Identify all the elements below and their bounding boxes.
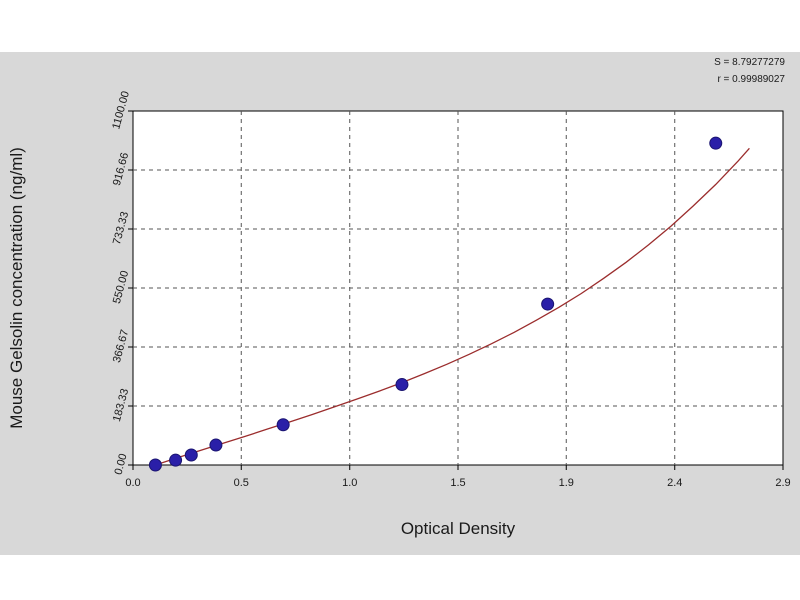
y-axis-title: Mouse Gelsolin concentration (ng/ml) (7, 147, 26, 429)
data-point (276, 418, 290, 432)
x-tick-label: 0.5 (234, 477, 249, 489)
y-tick-label: 1100.00 (110, 90, 132, 131)
y-tick-label: 183.33 (111, 387, 131, 423)
x-tick-label: 1.0 (342, 477, 357, 489)
y-tick-label: 916.66 (111, 151, 131, 187)
fitted-curve (153, 147, 750, 465)
data-point (209, 438, 223, 452)
grid-layer (133, 111, 783, 465)
chart-svg: 0.0 0.5 1.0 1.5 1.9 2.4 2.9 0.00 183.33 366.67 550… (7, 57, 791, 538)
point-layer (148, 136, 723, 472)
x-tick-label: 1.9 (559, 477, 574, 489)
chart-panel: 0.0 0.5 1.0 1.5 1.9 2.4 2.9 0.00 183.33 366.67 550… (0, 52, 800, 555)
x-tick-label: 0.0 (125, 477, 140, 489)
y-tick-label: 366.67 (111, 328, 131, 364)
data-point (169, 453, 183, 467)
data-point (395, 378, 409, 392)
y-tick-label: 550.00 (111, 269, 131, 305)
x-tick-label: 1.5 (450, 477, 465, 489)
data-point (709, 136, 723, 150)
stats-line-1: S = 8.79277279 (714, 57, 785, 68)
y-tick-label: 733.33 (111, 210, 131, 246)
x-tick-label: 2.9 (775, 477, 790, 489)
x-axis-title: Optical Density (401, 519, 516, 538)
y-tick-label: 0.00 (113, 452, 130, 476)
x-tick-label: 2.4 (667, 477, 682, 489)
data-point (148, 458, 162, 472)
data-point (184, 448, 198, 462)
stats-line-2: r = 0.99989027 (717, 74, 785, 85)
curve-layer (153, 147, 750, 465)
data-point (541, 297, 555, 311)
